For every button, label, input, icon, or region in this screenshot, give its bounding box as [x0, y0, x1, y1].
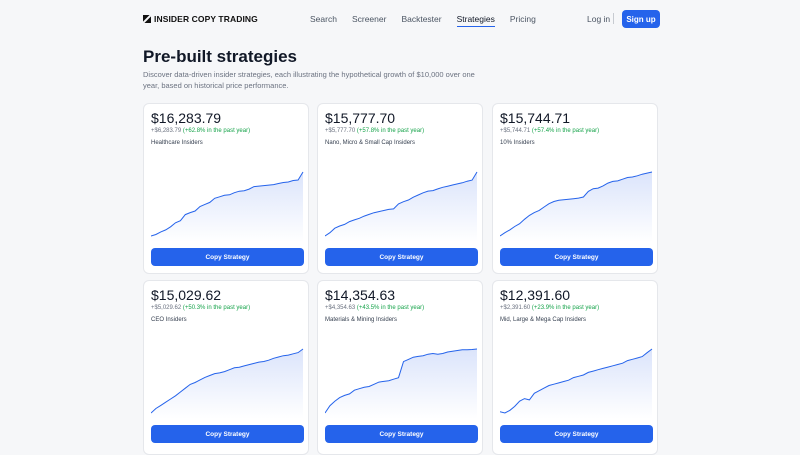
- copy-strategy-button[interactable]: Copy Strategy: [325, 248, 478, 266]
- nav-link-screener[interactable]: Screener: [351, 14, 387, 24]
- gain-amount: +$6,283.79: [151, 128, 182, 134]
- strategy-gain: +$5,029.62 (+50.3% in the past year): [151, 305, 250, 311]
- gain-percent: (+50.3% in the past year): [182, 305, 251, 311]
- gain-percent: (+57.4% in the past year): [531, 128, 600, 134]
- strategy-card: $16,283.79 +$6,283.79 (+62.8% in the past…: [143, 103, 309, 274]
- chart-area: [500, 172, 652, 242]
- chart-area: [151, 172, 303, 242]
- strategy-value: $14,354.63: [325, 287, 396, 303]
- copy-strategy-button[interactable]: Copy Strategy: [325, 425, 478, 443]
- strategy-gain: +$5,744.71 (+57.4% in the past year): [500, 128, 599, 134]
- strategy-growth-chart: [500, 348, 653, 419]
- logo-icon: [143, 15, 151, 23]
- page-description: Discover data-driven insider strategies,…: [143, 70, 475, 90]
- gain-amount: +$2,391.60: [500, 305, 531, 311]
- nav-link-backtester[interactable]: Backtester: [401, 14, 442, 24]
- nav-link-pricing[interactable]: Pricing: [509, 14, 536, 24]
- chart-line: [500, 348, 653, 414]
- nav-link-strategies[interactable]: Strategies: [456, 14, 495, 27]
- strategy-value: $15,029.62: [151, 287, 222, 303]
- strategy-gain: +$2,391.60 (+23.9% in the past year): [500, 305, 599, 311]
- chart-line: [151, 348, 304, 414]
- strategy-growth-chart: [325, 171, 478, 242]
- gain-amount: +$5,744.71: [500, 128, 531, 134]
- strategy-card: $12,391.60 +$2,391.60 (+23.9% in the past…: [492, 280, 658, 455]
- strategy-growth-chart: [500, 171, 653, 242]
- strategy-name: 10% Insiders: [500, 140, 535, 146]
- strategy-name: Mid, Large & Mega Cap Insiders: [500, 317, 587, 323]
- strategy-name: CEO Insiders: [151, 317, 187, 323]
- gain-percent: (+43.5% in the past year): [356, 305, 425, 311]
- chart-line: [500, 171, 653, 237]
- nav-links: Search Screener Backtester Strategies Pr…: [310, 14, 551, 27]
- page-title: Pre-built strategies: [143, 47, 297, 66]
- strategy-name: Nano, Micro & Small Cap Insiders: [325, 140, 416, 146]
- nav-link-search[interactable]: Search: [310, 14, 337, 24]
- strategy-name: Materials & Mining Insiders: [325, 317, 398, 323]
- strategy-growth-chart: [151, 171, 304, 242]
- logo-text: INSIDER COPY TRADING: [154, 14, 258, 24]
- logo[interactable]: INSIDER COPY TRADING: [143, 14, 258, 24]
- strategy-value: $16,283.79: [151, 110, 222, 126]
- gain-amount: +$5,029.62: [151, 305, 182, 311]
- gain-percent: (+57.8% in the past year): [356, 128, 425, 134]
- top-nav: INSIDER COPY TRADING Search Screener Bac…: [0, 0, 800, 38]
- copy-strategy-button[interactable]: Copy Strategy: [151, 248, 304, 266]
- strategy-card: $15,777.70 +$5,777.70 (+57.8% in the past…: [317, 103, 483, 274]
- strategy-gain: +$6,283.79 (+62.8% in the past year): [151, 128, 250, 134]
- gain-amount: +$4,354.63: [325, 305, 356, 311]
- strategy-value: $15,777.70: [325, 110, 396, 126]
- nav-divider: [613, 13, 614, 24]
- copy-strategy-button[interactable]: Copy Strategy: [500, 425, 653, 443]
- strategy-gain: +$5,777.70 (+57.8% in the past year): [325, 128, 424, 134]
- chart-line: [151, 171, 304, 237]
- signup-button[interactable]: Sign up: [622, 10, 660, 28]
- strategy-growth-chart: [151, 348, 304, 419]
- chart-area: [151, 349, 303, 419]
- chart-area: [500, 349, 652, 419]
- copy-strategy-button[interactable]: Copy Strategy: [500, 248, 653, 266]
- strategy-growth-chart: [325, 348, 478, 419]
- strategy-card: $15,744.71 +$5,744.71 (+57.4% in the past…: [492, 103, 658, 274]
- gain-percent: (+23.9% in the past year): [531, 305, 600, 311]
- copy-strategy-button[interactable]: Copy Strategy: [151, 425, 304, 443]
- strategy-name: Healthcare Insiders: [151, 140, 203, 146]
- strategy-value: $12,391.60: [500, 287, 571, 303]
- login-link[interactable]: Log in: [587, 14, 611, 24]
- chart-area: [325, 172, 477, 242]
- strategy-card: $15,029.62 +$5,029.62 (+50.3% in the past…: [143, 280, 309, 455]
- gain-amount: +$5,777.70: [325, 128, 356, 134]
- strategy-gain: +$4,354.63 (+43.5% in the past year): [325, 305, 424, 311]
- strategy-card: $14,354.63 +$4,354.63 (+43.5% in the past…: [317, 280, 483, 455]
- gain-percent: (+62.8% in the past year): [182, 128, 251, 134]
- chart-area: [325, 349, 477, 419]
- chart-line: [325, 348, 478, 414]
- chart-line: [325, 171, 478, 237]
- strategy-value: $15,744.71: [500, 110, 571, 126]
